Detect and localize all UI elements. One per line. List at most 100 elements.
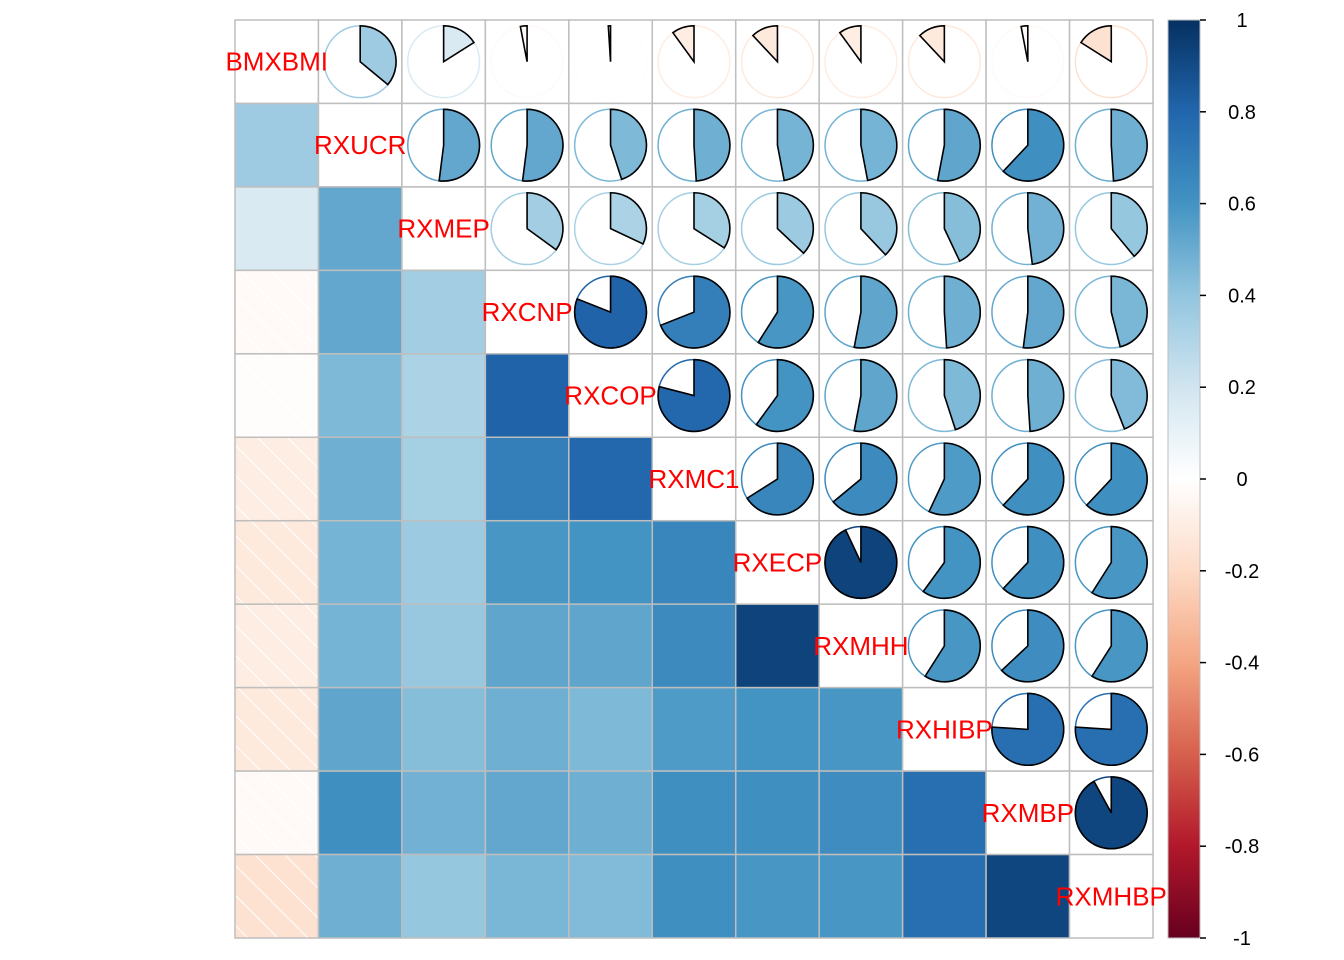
cell-RXCOP-RXMHBP xyxy=(1068,353,1154,439)
cell-RXCOP-RXCNP xyxy=(484,353,570,439)
cell-RXMEP-RXHIBP xyxy=(901,186,987,272)
blank-cell xyxy=(1069,854,1153,938)
shade-cell xyxy=(401,437,486,521)
cell-RXMHBP-BMXBMI xyxy=(234,853,320,939)
cell-RXMC1-RXMHH xyxy=(818,436,904,522)
shade-cell xyxy=(401,854,486,938)
cell-RXECP-RXUCR xyxy=(317,519,403,605)
negative-hatch xyxy=(235,604,319,688)
cell-RXUCR-RXECP xyxy=(734,102,820,188)
cell-RXCNP-RXMHH xyxy=(818,269,904,355)
blank-cell xyxy=(819,604,903,688)
negative-hatch xyxy=(235,520,319,605)
pie-slice xyxy=(1079,25,1113,64)
shade-cell xyxy=(401,687,486,772)
cell-RXMBP-RXUCR xyxy=(317,770,403,856)
pie-slice xyxy=(832,442,898,516)
pie-slice xyxy=(860,191,898,256)
pie-slice xyxy=(918,25,946,64)
shade-cell xyxy=(568,437,653,521)
colorbar-tick-label: 0.6 xyxy=(1228,194,1256,216)
pie-slice xyxy=(1110,358,1148,430)
colorbar-tick-label: -0.8 xyxy=(1225,836,1259,858)
pie-slice xyxy=(671,25,695,65)
colorbar-tick-label: -0.4 xyxy=(1225,653,1259,675)
cell-RXMHH-BMXBMI xyxy=(234,603,320,689)
shade-cell xyxy=(401,270,486,354)
cell-RXMHH-RXMBP xyxy=(985,603,1071,689)
shade-cell xyxy=(652,520,736,605)
pie-slice xyxy=(573,275,648,349)
cell-RXMHBP-RXCOP xyxy=(568,853,654,939)
cell-border xyxy=(1068,853,1154,939)
shade-cell xyxy=(735,771,820,855)
pie-slice xyxy=(1110,275,1148,348)
pie-slice xyxy=(1074,776,1148,850)
matrix-cells xyxy=(234,19,1154,939)
pie-slice xyxy=(924,609,981,683)
pie-slice xyxy=(943,275,982,349)
cell-RXCOP-RXECP xyxy=(734,353,820,439)
shade-cell xyxy=(902,771,987,855)
cell-RXMBP-RXMEP xyxy=(401,770,487,856)
shade-cell xyxy=(318,353,402,438)
cell-BMXBMI-RXCOP xyxy=(568,19,654,105)
cell-RXMEP-RXMC1 xyxy=(651,186,737,272)
cell-RXCNP-BMXBMI xyxy=(234,269,320,355)
pie-slice xyxy=(936,108,982,182)
shade-cell xyxy=(652,604,736,688)
cell-RXMHBP-RXUCR xyxy=(317,853,403,939)
pie-slice xyxy=(521,108,564,182)
shade-cell xyxy=(568,687,653,772)
pie-slice xyxy=(657,358,731,433)
cell-RXUCR-RXCOP xyxy=(568,102,654,188)
cell-RXCOP-RXUCR xyxy=(317,353,403,439)
pie-slice xyxy=(860,108,898,182)
cell-BMXBMI-RXMBP xyxy=(985,19,1071,105)
pie-slice xyxy=(1090,525,1148,600)
cell-RXCNP-RXMC1 xyxy=(651,269,737,355)
cell-RXMEP-RXMHH xyxy=(818,186,904,272)
cell-RXHIBP-RXMBP xyxy=(985,686,1071,772)
pie-slice xyxy=(991,692,1065,767)
pie-slice xyxy=(853,275,898,349)
shade-cell xyxy=(318,771,402,855)
shade-cell xyxy=(735,604,820,688)
colorbar-tick-label: -0.6 xyxy=(1225,744,1259,766)
cell-RXHIBP-RXHIBP xyxy=(901,686,987,772)
shade-cell xyxy=(318,186,402,271)
blank-cell xyxy=(318,103,402,187)
shade-cell xyxy=(902,854,987,938)
cell-RXECP-RXMBP xyxy=(985,519,1071,605)
variable-label-RXCOP: RXCOP xyxy=(564,381,656,411)
shade-cell xyxy=(318,520,402,605)
cell-RXMC1-RXMBP xyxy=(985,436,1071,522)
pie-slice xyxy=(838,25,862,65)
shade-cell xyxy=(986,854,1070,938)
pie-slice xyxy=(359,25,397,86)
cell-RXCOP-BMXBMI xyxy=(234,353,320,439)
colorbar-gradient xyxy=(1167,19,1201,939)
blank-cell xyxy=(652,437,736,521)
pie-slice xyxy=(438,108,481,182)
cell-RXMEP-RXUCR xyxy=(317,186,403,272)
cell-BMXBMI-RXUCR xyxy=(317,19,403,105)
pie-slice xyxy=(776,108,815,182)
cell-RXMBP-BMXBMI xyxy=(234,770,320,856)
pie-slice xyxy=(609,191,648,245)
negative-hatch xyxy=(235,771,319,855)
shade-cell xyxy=(318,270,402,354)
cell-RXCOP-RXMEP xyxy=(401,353,487,439)
cell-RXMHBP-RXMEP xyxy=(401,853,487,939)
cell-RXMHH-RXMHBP xyxy=(1068,603,1154,689)
cell-RXHIBP-RXMHH xyxy=(818,686,904,772)
cell-RXECP-RXMEP xyxy=(401,519,487,605)
cell-RXMBP-RXMHH xyxy=(818,770,904,856)
shade-cell xyxy=(401,520,486,605)
variable-label-RXCNP: RXCNP xyxy=(482,297,573,327)
pie-slice xyxy=(442,25,476,64)
pie-slice xyxy=(1110,108,1148,182)
pie-slice xyxy=(659,275,731,349)
variable-label-RXECP: RXECP xyxy=(733,547,823,577)
shade-cell xyxy=(568,604,653,688)
